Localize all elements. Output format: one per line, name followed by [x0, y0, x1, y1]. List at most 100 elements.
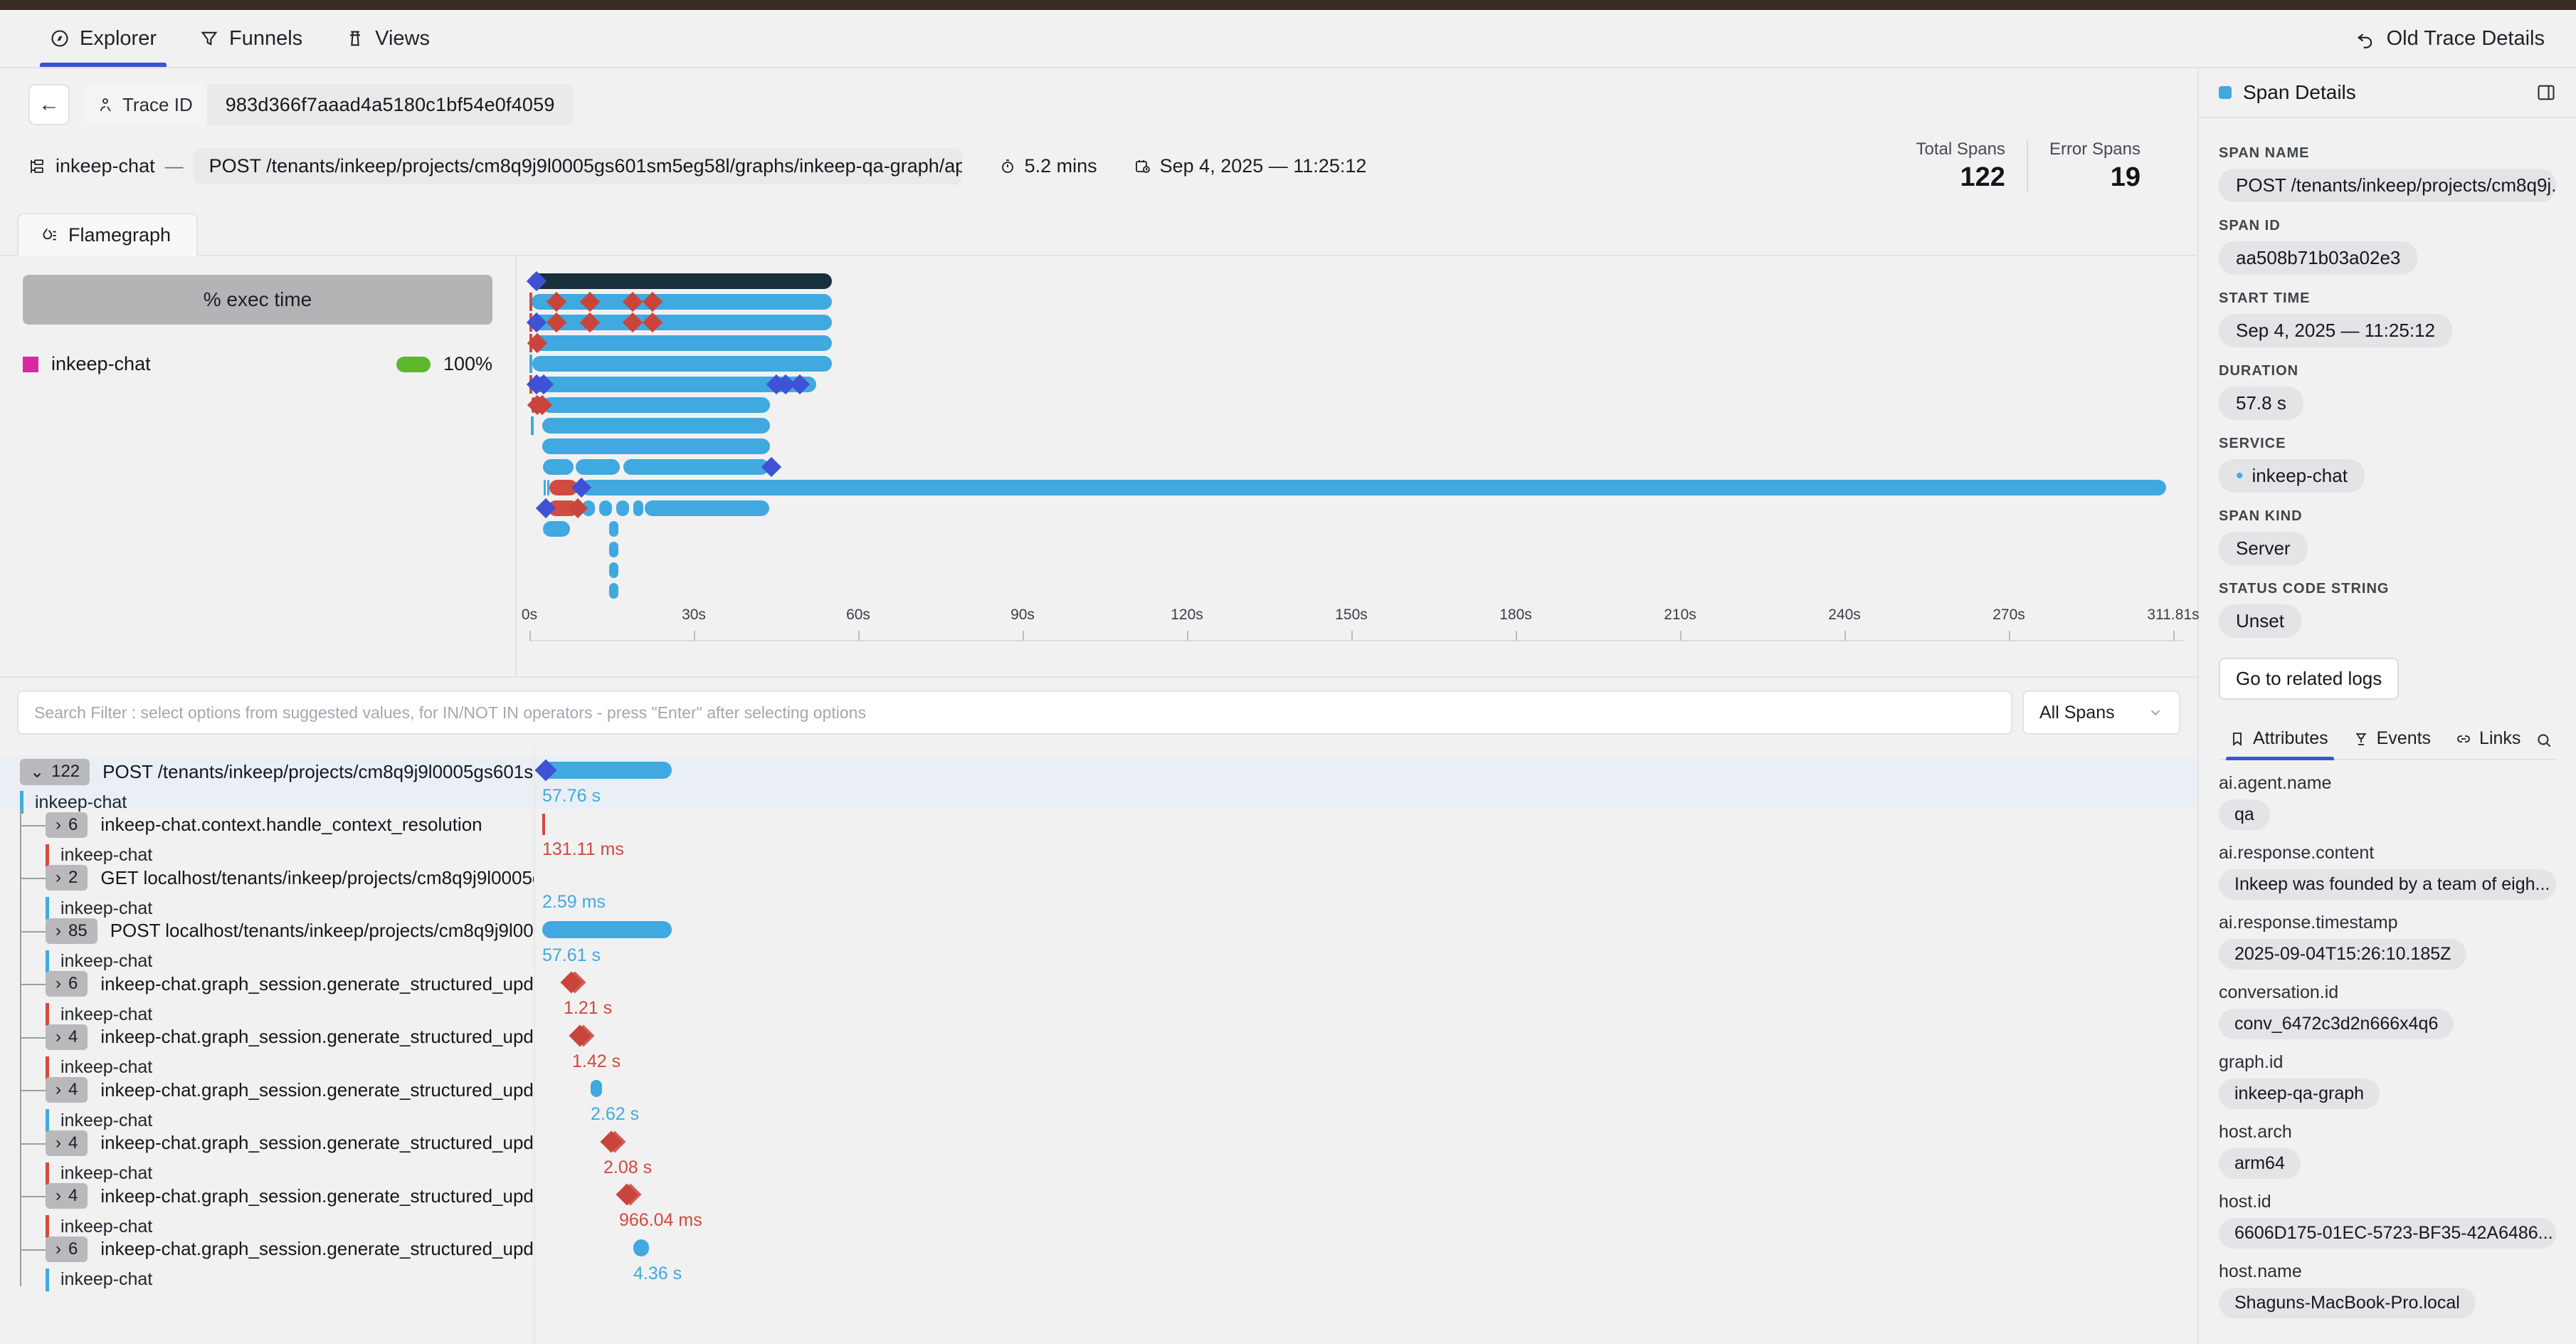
span-timeline-row[interactable]: 131.11 ms — [535, 809, 2197, 863]
attribute-value[interactable]: qa — [2219, 799, 2270, 830]
minimap-span-bar — [532, 315, 832, 330]
attribute-value[interactable]: Inkeep was founded by a team of eigh... — [2219, 869, 2556, 900]
span-service-row: inkeep-chat — [0, 893, 534, 923]
tab-events[interactable]: Events — [2343, 721, 2445, 759]
span-field-value[interactable]: Sep 4, 2025 — 11:25:12 — [2219, 314, 2452, 347]
minimap-row — [529, 521, 2197, 537]
axis-baseline — [529, 640, 2185, 641]
span-expand-toggle[interactable]: ⌄ 122 — [20, 758, 90, 785]
span-field-value[interactable]: POST /tenants/inkeep/projects/cm8q9j... — [2219, 169, 2556, 202]
tree-connector — [20, 984, 46, 985]
span-timeline-row[interactable]: 57.76 s — [534, 756, 2197, 809]
span-tree-row[interactable]: ⌄ 122 POST /tenants/inkeep/projects/cm8q9j… — [0, 756, 534, 814]
span-service-row: inkeep-chat — [0, 787, 534, 817]
span-tree-row[interactable]: › 6 inkeep-chat.context.handle_context_res… — [0, 809, 534, 867]
flamegraph-minimap[interactable]: 0s 30s 60s 90s 120s 150s 180s 210s 240s 270s 311.8… — [517, 256, 2200, 676]
span-field-value[interactable]: Server — [2219, 532, 2308, 565]
span-timeline-row[interactable]: 2.59 ms — [535, 862, 2197, 915]
span-tree-row[interactable]: › 4 inkeep-chat.graph_session.generate_str… — [0, 1127, 534, 1185]
tab-views[interactable]: Views — [324, 10, 451, 67]
span-expand-toggle[interactable]: › 4 — [46, 1077, 88, 1103]
span-tree-row[interactable]: › 85 POST localhost/tenants/inkeep/project… — [0, 915, 534, 973]
span-name-label: inkeep-chat.graph_session.generate_struc… — [100, 972, 534, 994]
span-name-label: inkeep-chat.graph_session.generate_struc… — [100, 1132, 534, 1153]
exec-time-header[interactable]: % exec time — [23, 275, 492, 325]
axis-tick-mark — [1516, 631, 1517, 641]
span-service-label: inkeep-chat — [60, 1163, 153, 1183]
span-duration-bar[interactable] — [542, 920, 672, 938]
error-spans-value: 19 — [2110, 162, 2140, 192]
attribute-value[interactable]: conv_6472c3d2n666x4q6 — [2219, 1009, 2454, 1039]
minimap-span-bar — [532, 335, 832, 351]
span-timeline-row[interactable]: 4.36 s — [535, 1234, 2197, 1287]
span-details-panel: Span Details SPAN NAME POST /tenants/inke… — [2199, 68, 2576, 1344]
span-expand-toggle[interactable]: › 4 — [46, 1183, 88, 1209]
tab-links[interactable]: Links — [2445, 721, 2535, 759]
tab-funnels[interactable]: Funnels — [178, 10, 324, 67]
span-duration-label: 57.76 s — [542, 786, 601, 806]
axis-tick-mark — [1844, 631, 1846, 641]
back-button[interactable]: ← — [28, 84, 70, 125]
span-expand-toggle[interactable]: › 4 — [46, 1130, 88, 1156]
span-expand-toggle[interactable]: › 6 — [46, 1236, 88, 1262]
old-trace-details-link[interactable]: Old Trace Details — [2355, 10, 2576, 67]
span-field-value[interactable]: aa508b71b03a02e3 — [2219, 241, 2418, 275]
tab-flamegraph[interactable]: Flamegraph — [17, 213, 199, 256]
span-tree-row[interactable]: › 4 inkeep-chat.graph_session.generate_str… — [0, 1021, 534, 1079]
minimap-row — [529, 562, 2197, 578]
minimap-row — [529, 416, 2197, 435]
span-duration-bar[interactable] — [633, 1239, 649, 1256]
tab-attributes[interactable]: Attributes — [2219, 721, 2343, 760]
span-expand-toggle[interactable]: › 85 — [46, 918, 97, 944]
funnel-icon — [199, 28, 219, 48]
span-tree: ⌄ 122 POST /tenants/inkeep/projects/cm8q9j… — [0, 747, 534, 1344]
span-duration-bar[interactable] — [542, 762, 672, 779]
span-field-label: SPAN ID — [2219, 218, 2281, 233]
minimap-span-bar — [609, 583, 618, 599]
legend-color-swatch — [23, 356, 38, 372]
span-timeline-row[interactable]: 1.21 s — [535, 968, 2197, 1022]
span-tree-row[interactable]: › 2 GET localhost/tenants/inkeep/projects/… — [0, 862, 534, 920]
span-filter-select[interactable]: All Spans — [2022, 691, 2180, 735]
attribute-value[interactable]: arm64 — [2219, 1148, 2301, 1179]
tab-explorer[interactable]: Explorer — [28, 10, 178, 67]
span-timeline-row[interactable]: 2.08 s — [535, 1128, 2197, 1181]
span-details-header: Span Details — [2199, 68, 2576, 118]
span-timeline-row[interactable]: 57.61 s — [535, 915, 2197, 969]
nav-tabs: Explorer Funnels Views — [0, 10, 451, 67]
span-duration-bar[interactable] — [542, 813, 545, 835]
attribute-value[interactable]: inkeep-qa-graph — [2219, 1078, 2380, 1109]
chevron-icon: › — [56, 974, 61, 993]
trace-id-pill[interactable]: Trace ID 983d366f7aaad4a5180c1bf54e0f405… — [83, 84, 574, 125]
go-to-related-logs-button[interactable]: Go to related logs — [2219, 658, 2400, 700]
top-navigation-bar: Explorer Funnels Views Old Trace D — [0, 10, 2576, 68]
minimap-span-bar — [542, 439, 770, 454]
span-tree-row[interactable]: › 6 inkeep-chat.graph_session.generate_str… — [0, 1233, 534, 1291]
search-icon[interactable] — [2535, 731, 2560, 750]
span-field-value[interactable]: inkeep-chat — [2219, 459, 2365, 493]
trace-endpoint-path[interactable]: POST /tenants/inkeep/projects/cm8q9j9l00… — [193, 148, 962, 184]
span-expand-toggle[interactable]: › 6 — [46, 812, 88, 838]
span-duration-bar[interactable] — [591, 1080, 602, 1097]
span-expand-toggle[interactable]: › 2 — [46, 865, 88, 891]
span-field-list: SPAN NAME POST /tenants/inkeep/projects/c… — [2219, 145, 2556, 638]
legend-item-inkeep-chat[interactable]: inkeep-chat 100% — [23, 353, 492, 375]
tree-connector — [20, 1090, 46, 1091]
panel-collapse-icon[interactable] — [2536, 83, 2556, 103]
minimap-span-bar — [633, 500, 643, 516]
span-timeline-row[interactable]: 2.62 s — [535, 1074, 2197, 1128]
span-tree-row[interactable]: › 4 inkeep-chat.graph_session.generate_str… — [0, 1074, 534, 1132]
span-field-value[interactable]: 57.8 s — [2219, 387, 2303, 420]
span-tree-row[interactable]: › 4 inkeep-chat.graph_session.generate_str… — [0, 1180, 534, 1238]
span-timeline-row[interactable]: 1.42 s — [535, 1022, 2197, 1075]
attribute-value[interactable]: Shaguns-MacBook-Pro.local — [2219, 1288, 2476, 1318]
attribute-value[interactable]: 6606D175-01EC-5723-BF35-42A6486... — [2219, 1218, 2556, 1249]
span-expand-toggle[interactable]: › 4 — [46, 1024, 88, 1050]
span-expand-toggle[interactable]: › 6 — [46, 971, 88, 997]
trace-header: ← Trace ID 983d366f7aaad4a5180c1bf54e0f4… — [0, 68, 2197, 193]
span-timeline-row[interactable]: 966.04 ms — [535, 1180, 2197, 1234]
span-field-value[interactable]: Unset — [2219, 604, 2301, 638]
span-tree-row[interactable]: › 6 inkeep-chat.graph_session.generate_str… — [0, 968, 534, 1026]
attribute-value[interactable]: 2025-09-04T15:26:10.185Z — [2219, 939, 2467, 970]
search-input[interactable]: Search Filter : select options from sugg… — [17, 691, 2012, 735]
